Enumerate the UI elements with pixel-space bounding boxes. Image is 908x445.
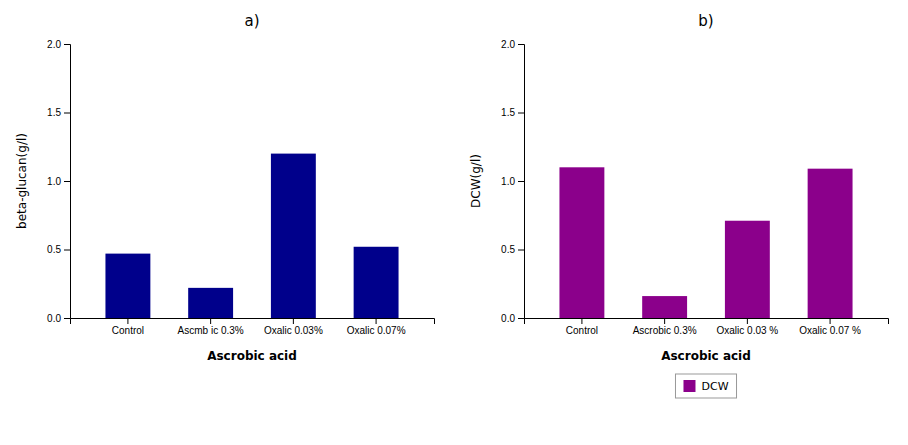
bar — [642, 296, 687, 318]
x-tick: Oxalic 0.07 % — [799, 318, 861, 336]
x-axis: Control Ascmb ic 0.3% Oxalic 0.03% Oxalic 0… — [71, 318, 435, 336]
y-tick-mark — [518, 113, 524, 114]
x-tick-label: Oxalic 0.03% — [264, 325, 323, 336]
x-tick-mark — [581, 318, 582, 324]
panel: Control Ascmb ic 0.3% Oxalic 0.03% Oxalic 0… — [15, 12, 435, 363]
bar — [271, 154, 316, 318]
y-axis: 0.0 0.5 1.0 1.5 2.0 — [47, 39, 70, 324]
x-tick-mark — [376, 318, 377, 324]
title: b) — [698, 12, 713, 30]
x-tick-label: Oxalic 0.03 % — [717, 325, 779, 336]
y-tick-label: 0.0 — [501, 313, 515, 324]
axis-line — [518, 45, 525, 319]
x-tick-mark — [664, 318, 665, 324]
y-tick-mark — [518, 318, 524, 319]
x-tick-label: Control — [112, 325, 144, 336]
y-tick-label: 0.5 — [501, 244, 515, 255]
x-tick: Ascrobic 0.3% — [633, 318, 697, 336]
x-tick: Oxalic 0.03% — [264, 318, 323, 336]
legend-frame — [675, 374, 736, 398]
bar — [105, 254, 150, 318]
x-tick-mark — [830, 318, 831, 324]
x-tick-mark — [210, 318, 211, 324]
y-tick: 2.0 — [501, 39, 524, 50]
y-tick: 0.5 — [501, 244, 524, 255]
x-tick-label: Control — [566, 325, 598, 336]
y-tick-mark — [518, 250, 524, 251]
y-tick-label: 2.0 — [501, 39, 515, 50]
x-tick-mark — [747, 318, 748, 324]
y-tick-label: 1.0 — [501, 176, 515, 187]
y-tick-label: 0.0 — [47, 313, 61, 324]
y-tick: 1.5 — [47, 107, 70, 118]
y-tick: 1.0 — [47, 176, 70, 187]
y-tick-mark — [64, 318, 70, 319]
y-tick-label: 1.0 — [47, 176, 61, 187]
y-tick: 0.0 — [47, 313, 70, 324]
x-tick-mark — [127, 318, 128, 324]
y-axis-label: DCW(g/l) — [469, 154, 483, 208]
x-tick-label: Oxalic 0.07% — [347, 325, 406, 336]
y-tick-mark — [518, 181, 524, 182]
x-tick-mark — [293, 318, 294, 324]
x-tick: Control — [112, 318, 144, 336]
title: a) — [244, 12, 259, 30]
x-tick-label: Oxalic 0.07 % — [799, 325, 861, 336]
y-tick: 2.0 — [47, 39, 70, 50]
legend-swatch — [683, 380, 695, 392]
x-tick-label: Ascmb ic 0.3% — [178, 325, 244, 336]
x-tick: Control — [566, 318, 598, 336]
x-tick-label: Ascrobic 0.3% — [633, 325, 697, 336]
y-axis: 0.0 0.5 1.0 1.5 2.0 — [501, 39, 524, 324]
y-tick-mark — [64, 44, 70, 45]
y-tick: 0.5 — [47, 244, 70, 255]
bar — [188, 288, 233, 318]
axis-line — [71, 319, 435, 325]
bars — [105, 154, 398, 318]
y-tick: 0.0 — [501, 313, 524, 324]
y-axis-label: beta-glucan(g/l) — [15, 133, 29, 229]
axis-line — [525, 319, 889, 325]
x-tick: Ascmb ic 0.3% — [178, 318, 244, 336]
y-tick-label: 1.5 — [501, 107, 515, 118]
y-tick-mark — [64, 250, 70, 251]
chart-root: Control Ascmb ic 0.3% Oxalic 0.03% Oxalic 0… — [0, 0, 908, 445]
axis-line — [64, 45, 71, 319]
y-tick-mark — [64, 181, 70, 182]
bars — [559, 167, 852, 318]
x-axis-label: Ascrobic acid — [661, 349, 751, 363]
y-tick: 1.0 — [501, 176, 524, 187]
y-tick-mark — [518, 44, 524, 45]
bar — [354, 247, 399, 318]
x-axis-label: Ascrobic acid — [207, 349, 297, 363]
y-tick: 1.5 — [501, 107, 524, 118]
y-tick-label: 2.0 — [47, 39, 61, 50]
legend: DCW — [675, 374, 736, 398]
x-tick: Oxalic 0.03 % — [717, 318, 779, 336]
panel: Control Ascrobic 0.3% Oxalic 0.03 % Oxalic … — [469, 12, 889, 398]
bar — [725, 221, 770, 318]
bar — [559, 167, 604, 318]
bar — [808, 169, 853, 318]
y-tick-label: 0.5 — [47, 244, 61, 255]
x-tick: Oxalic 0.07% — [347, 318, 406, 336]
x-axis: Control Ascrobic 0.3% Oxalic 0.03 % Oxalic … — [525, 318, 889, 336]
y-tick-mark — [64, 113, 70, 114]
y-tick-label: 1.5 — [47, 107, 61, 118]
legend-label: DCW — [701, 380, 728, 393]
